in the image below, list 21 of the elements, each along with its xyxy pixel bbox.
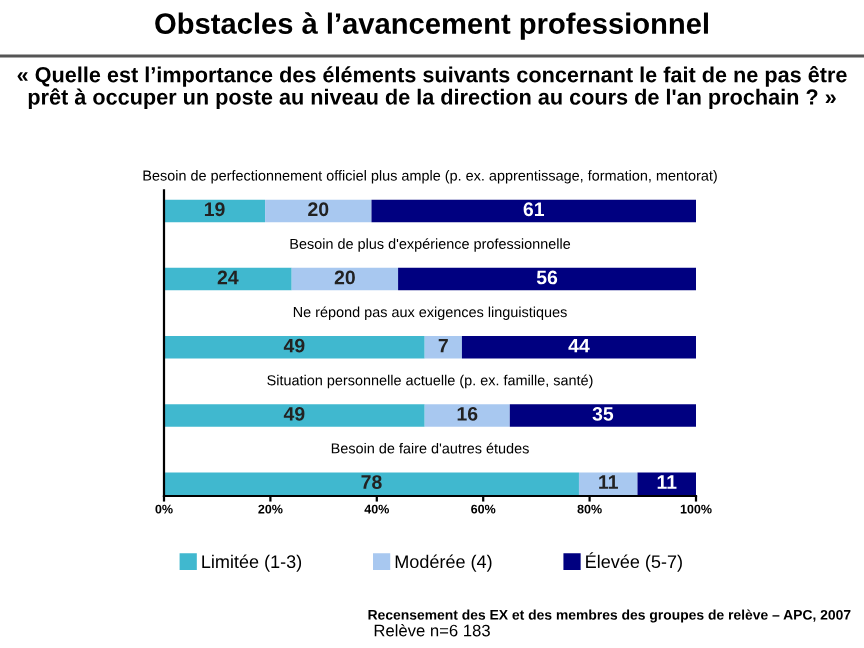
data-label: 20 [308, 202, 329, 217]
data-label: 19 [204, 202, 225, 217]
data-label: 24 [217, 270, 239, 285]
data-label: 78 [361, 475, 382, 489]
data-label: 20 [334, 270, 355, 285]
data-label: 11 [657, 475, 677, 489]
data-label: 44 [568, 338, 590, 353]
data-label: 49 [283, 338, 305, 353]
text: Relève n=6 183 [374, 624, 490, 637]
data-label: 35 [592, 406, 614, 421]
legend-label: Élevée (5-7) [586, 552, 682, 572]
chart-subtitle: « Quelle est l’importance des éléments suivants concernant le fait de ne pas être prêt à occuper un poste au niveau de la direction au cours de l'an prochain ? » [17, 66, 847, 109]
legend-label: Limitée (1-3) [202, 554, 302, 572]
data-label: 11 [599, 475, 618, 489]
data-label: 7 [438, 338, 448, 353]
data-label: 49 [283, 406, 305, 421]
data-label: 56 [536, 270, 558, 285]
chart-title: Obstacles à l’avancement professionnel [155, 12, 708, 40]
legend-label: Modérée (4) [395, 554, 492, 572]
data-label: 61 [523, 202, 545, 217]
data-label: 16 [457, 406, 478, 421]
